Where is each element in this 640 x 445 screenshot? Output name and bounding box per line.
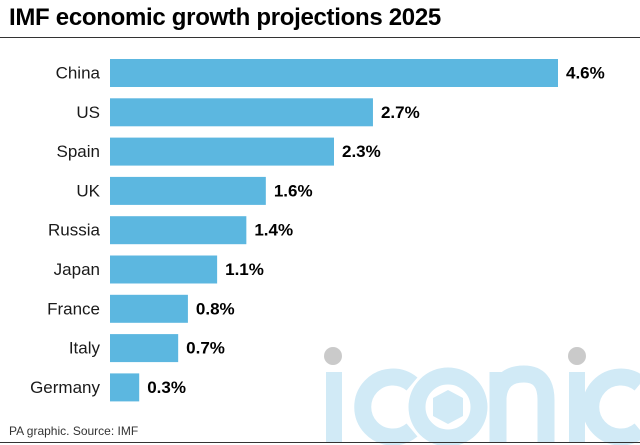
bar (110, 98, 373, 127)
value-label: 0.3% (147, 378, 186, 397)
category-label: France (47, 299, 100, 318)
value-label: 4.6% (566, 64, 605, 83)
value-label: 2.3% (342, 142, 381, 161)
category-label: Italy (69, 339, 101, 358)
bar (110, 59, 558, 87)
bar (110, 137, 334, 166)
category-label: UK (76, 181, 100, 200)
category-label: US (76, 103, 100, 122)
bar (110, 216, 247, 245)
bar (110, 294, 188, 323)
bar (110, 176, 266, 205)
category-label: Germany (30, 378, 100, 397)
value-label: 0.7% (186, 339, 225, 358)
value-label: 1.4% (254, 221, 293, 240)
value-label: 1.1% (225, 260, 264, 279)
bar (110, 373, 140, 402)
value-label: 1.6% (274, 181, 313, 200)
value-label: 2.7% (381, 103, 420, 122)
chart-title: IMF economic growth projections 2025 (9, 4, 441, 31)
category-label: Japan (54, 260, 100, 279)
source-note: PA graphic. Source: IMF (9, 424, 139, 438)
bars-layer: China 4.6% US 2.7% Spain 2.3% UK 1.6% Russia 1.4%… (30, 59, 605, 402)
bar (110, 255, 218, 284)
bar (110, 334, 179, 363)
bottom-divider (0, 442, 640, 443)
category-label: China (56, 64, 101, 83)
title-divider (0, 37, 640, 38)
category-label: Russia (48, 221, 101, 240)
value-label: 0.8% (196, 299, 235, 318)
category-label: Spain (57, 142, 100, 161)
